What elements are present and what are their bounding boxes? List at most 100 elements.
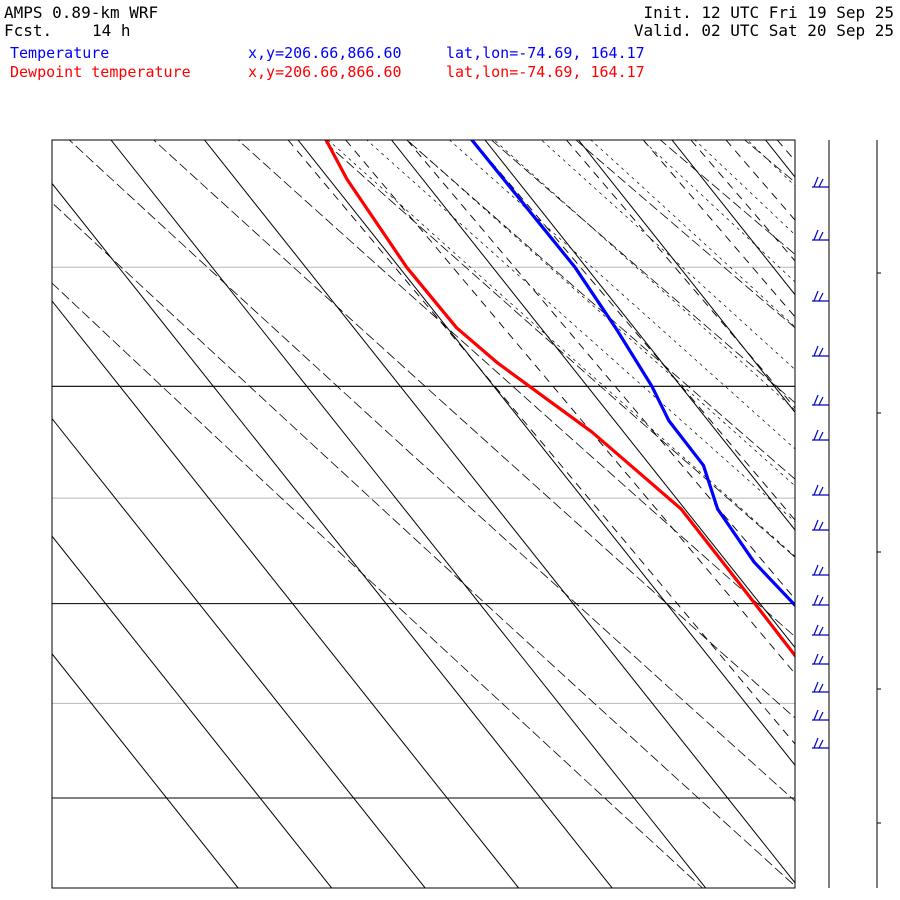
mixing-ratio-line (406, 140, 795, 600)
isotherm (110, 140, 707, 888)
wind-barb-flag (813, 394, 819, 406)
wind-barb-flag (818, 566, 824, 576)
dry-adiabat (632, 0, 900, 900)
saturated-adiabat (631, 0, 900, 900)
saturated-adiabat (406, 140, 795, 487)
isotherm (578, 140, 795, 414)
wind-barb (812, 176, 829, 188)
wind-barb (812, 564, 829, 576)
wind-barb-flag (818, 347, 824, 357)
saturated-adiabat (694, 140, 795, 236)
wind-barb-flag (818, 231, 824, 241)
legend-temperature-latlon: lat,lon=-74.69, 164.17 (446, 44, 645, 62)
mixing-ratio-line (345, 140, 795, 675)
dry-adiabat (796, 0, 900, 900)
wind-panel (812, 140, 881, 888)
legend-temperature-xy: x,y=206.66,866.60 (248, 44, 402, 62)
wind-barb-flag (813, 564, 819, 576)
wind-barb-flag (818, 626, 824, 636)
saturated-adiabat (327, 140, 795, 557)
dry-adiabat (321, 140, 795, 558)
isotherm (204, 140, 795, 884)
wind-barb (812, 681, 829, 693)
dry-adiabat (52, 202, 795, 887)
model-name: AMPS 0.89-km WRF (4, 3, 159, 22)
wind-barb-flag (813, 519, 819, 531)
dry-adiabat (490, 140, 795, 404)
isotherm (765, 140, 795, 178)
saturated-adiabat (746, 140, 795, 187)
wind-barb-flag (818, 655, 824, 665)
mixing-ratio-line (776, 140, 795, 162)
wind-barb-flag (813, 290, 819, 302)
legend-dewpoint-latlon: lat,lon=-74.69, 164.17 (446, 63, 645, 81)
wind-barb-flag (813, 176, 819, 188)
plot-frame (51, 139, 796, 889)
dry-adiabat (659, 140, 795, 255)
isotherm (52, 535, 333, 888)
wind-barb-flag (813, 484, 819, 496)
wind-barb-flag (818, 292, 824, 302)
isotherm (484, 140, 795, 531)
mixing-ratio-line (287, 140, 795, 745)
sounding-profiles (324, 140, 795, 659)
valid-time: Valid. 02 UTC Sat 20 Sep 25 (633, 21, 894, 40)
wind-barb (812, 653, 829, 665)
wind-barb (812, 737, 829, 749)
isotherm (671, 140, 795, 296)
wind-barb-flag (813, 709, 819, 721)
wind-barb (812, 290, 829, 302)
wind-barb-flag (818, 683, 824, 693)
pressure-grid (52, 139, 795, 799)
isotherm (52, 300, 520, 888)
forecast-label: Fcst. (4, 21, 53, 40)
saturated-adiabat (685, 0, 900, 900)
isotherm (52, 417, 426, 888)
wind-barb-flag (813, 653, 819, 665)
mixing-ratio-line (472, 140, 795, 521)
wind-barb-flag (818, 431, 824, 441)
wind-barb-flag (813, 594, 819, 606)
wind-barb-flag (818, 739, 824, 749)
wind-barb-flag (813, 429, 819, 441)
wind-barb (812, 345, 829, 357)
wind-barb-flag (813, 345, 819, 357)
isotherm (859, 140, 900, 900)
wind-barb (812, 429, 829, 441)
wind-barb-flag (818, 596, 824, 606)
saturated-adiabat (493, 140, 795, 411)
dry-adiabat (237, 140, 795, 638)
isotherm (297, 140, 795, 766)
legend-temperature-name: Temperature (10, 44, 110, 62)
wind-barb (812, 709, 829, 721)
dry-adiabat (714, 0, 900, 900)
mixing-ratio-line (642, 140, 795, 318)
wind-barb (812, 394, 829, 406)
wind-barb-flag (818, 521, 824, 531)
wind-barb-flag (818, 486, 824, 496)
dry-adiabat (575, 140, 795, 329)
wind-barb (812, 624, 829, 636)
wind-barb-flag (818, 178, 824, 188)
saturated-adiabat (366, 140, 795, 523)
dry-adiabat (52, 282, 704, 888)
mixing-ratio-line (566, 140, 795, 409)
saturated-adiabat (641, 140, 795, 283)
dry-adiabat (879, 0, 900, 900)
wind-barb-flag (813, 681, 819, 693)
dewpoint-profile (324, 140, 795, 659)
temperature-profile (470, 140, 795, 608)
wind-barb-flag (818, 711, 824, 721)
dry-adiabat (406, 140, 795, 480)
wind-barb-flag (813, 737, 819, 749)
wind-barb (812, 519, 829, 531)
isotherm (52, 182, 613, 888)
wind-barb-flag (818, 396, 824, 406)
saturated-adiabat (590, 140, 795, 328)
saturated-adiabat (833, 0, 900, 900)
saturated-adiabat (786, 0, 900, 900)
init-time: Init. 12 UTC Fri 19 Sep 25 (643, 3, 894, 22)
